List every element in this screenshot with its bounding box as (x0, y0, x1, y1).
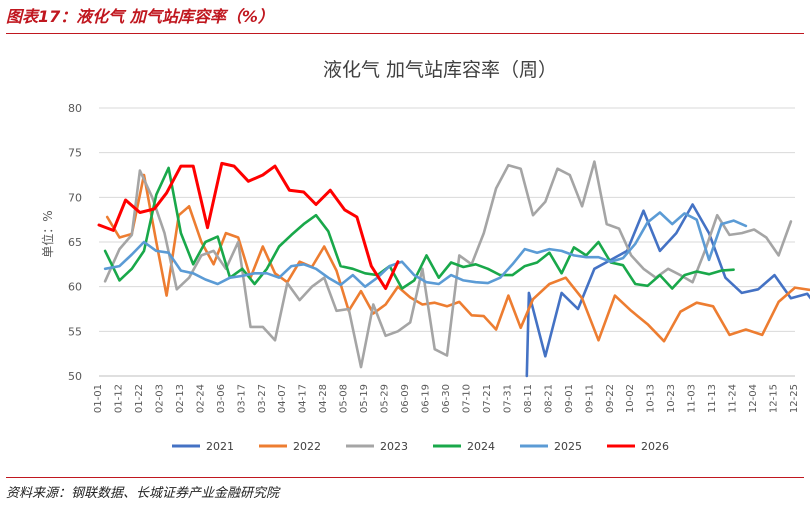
x-tick-label: 09-01 (564, 384, 575, 413)
x-tick-label: 03-06 (216, 384, 227, 413)
source-divider (6, 477, 804, 478)
gridlines (99, 107, 795, 332)
legend-label-2023: 2023 (380, 440, 408, 453)
x-tick-label: 07-10 (461, 384, 472, 413)
legend-label-2024: 2024 (467, 440, 495, 453)
x-tick-label: 12-04 (748, 384, 759, 413)
x-tick-label: 07-31 (502, 384, 513, 413)
x-tick-label: 12-15 (769, 384, 780, 413)
x-tick-label: 09-22 (605, 384, 616, 413)
x-tick-label: 10-02 (625, 384, 636, 413)
x-tick-label: 10-13 (646, 384, 657, 413)
chart-title: 液化气 加气站库容率（周） (323, 59, 557, 81)
x-tick-label: 01-12 (113, 384, 124, 413)
x-tick-label: 08-21 (543, 384, 554, 413)
x-tick-label: 06-09 (400, 384, 411, 413)
source-note: 资料来源：钢联数据、长城证券产业金融研究院 (6, 486, 280, 501)
y-axis-ticks: 50 55 60 65 70 75 80 (68, 102, 82, 383)
legend-label-2026: 2026 (641, 440, 669, 453)
figure-title: 图表17：液化气 加气站库容率（%） (6, 7, 274, 26)
legend-label-2021: 2021 (206, 440, 234, 453)
series-line-2023 (103, 160, 793, 369)
y-axis-label: 单位：% (40, 210, 55, 257)
series-lines (97, 160, 810, 378)
x-tick-label: 06-30 (441, 384, 452, 413)
x-tick-label: 01-22 (134, 384, 145, 413)
y-tick-label: 60 (68, 281, 82, 294)
series-line-2024 (103, 166, 735, 290)
x-tick-label: 11-13 (707, 384, 718, 413)
x-tick-label: 11-24 (728, 384, 739, 413)
y-tick-label: 75 (68, 147, 82, 160)
legend-label-2022: 2022 (293, 440, 321, 453)
x-axis-ticks: 01-01 01-12 01-22 02-03 02-13 02-24 03-06 03-17… (93, 384, 800, 413)
legend-label-2025: 2025 (554, 440, 582, 453)
x-tick-label: 02-13 (175, 384, 186, 413)
x-tick-label: 02-03 (154, 384, 165, 413)
y-tick-label: 65 (68, 236, 82, 249)
x-tick-label: 02-24 (195, 384, 206, 413)
x-tick-label: 05-29 (380, 384, 391, 413)
x-tick-label: 03-17 (236, 384, 247, 413)
y-tick-label: 55 (68, 325, 82, 338)
series-line-2026 (97, 161, 400, 290)
x-tick-label: 05-08 (339, 384, 350, 413)
x-tick-label: 04-07 (277, 384, 288, 413)
x-tick-label: 08-11 (523, 384, 534, 413)
x-tick-label: 09-11 (584, 384, 595, 413)
x-tick-label: 04-17 (298, 384, 309, 413)
x-tick-label: 11-03 (687, 384, 698, 413)
x-tick-label: 07-21 (482, 384, 493, 413)
x-tick-label: 03-27 (257, 384, 268, 413)
x-tick-label: 01-01 (93, 384, 104, 413)
y-tick-label: 50 (68, 370, 82, 383)
x-tick-label: 05-19 (359, 384, 370, 413)
title-divider (6, 33, 804, 34)
x-tick-label: 12-25 (789, 384, 800, 413)
series-line-2025 (103, 211, 748, 288)
legend: 2021 2022 2023 2024 2025 2026 (172, 440, 669, 453)
y-tick-label: 80 (68, 102, 82, 115)
y-tick-label: 70 (68, 191, 82, 204)
x-tick-label: 10-23 (666, 384, 677, 413)
series-line-2021 (525, 203, 810, 378)
x-tick-label: 06-19 (421, 384, 432, 413)
x-tick-label: 04-28 (318, 384, 329, 413)
